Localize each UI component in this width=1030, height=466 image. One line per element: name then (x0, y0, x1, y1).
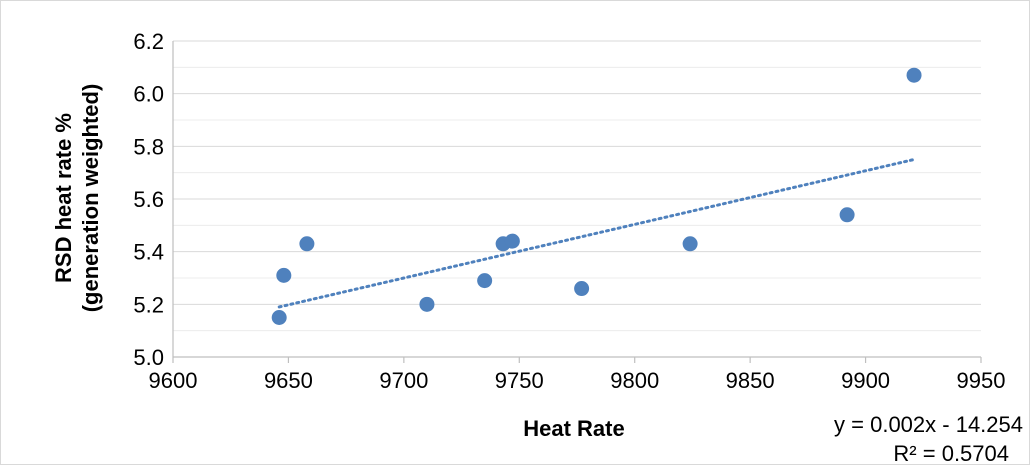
data-point (682, 236, 698, 252)
trendline-r-squared: R² = 0.5704 (893, 441, 1009, 466)
y-tick-label: 5.2 (133, 292, 164, 317)
x-tick-label: 9600 (149, 368, 198, 393)
trendline-layer (277, 158, 916, 309)
x-tick-label: 9650 (264, 368, 313, 393)
tick-labels: 9600 9650 9700 9750 9800 9850 9900 9950 5.0 5.2 5.… (133, 29, 1005, 393)
y-axis-title-line-1: RSD heat rate % (51, 113, 76, 283)
trendline (277, 158, 916, 309)
data-point (299, 236, 315, 252)
y-axis-title-line-2: (generation weighted) (78, 84, 103, 313)
data-points (271, 67, 922, 325)
y-tick-label: 5.6 (133, 187, 164, 212)
axes (172, 41, 982, 363)
x-tick-label: 9750 (495, 368, 544, 393)
data-point (477, 273, 493, 289)
data-point (906, 67, 922, 83)
y-tick-label: 6.0 (133, 82, 164, 107)
y-tick-label: 5.0 (133, 345, 164, 370)
data-point (574, 281, 590, 297)
data-point (271, 310, 287, 325)
gridlines (173, 40, 981, 332)
y-tick-label: 6.2 (133, 29, 164, 54)
y-tick-label: 5.4 (133, 240, 164, 265)
trendline-equation: y = 0.002x - 14.254 (834, 412, 1023, 437)
data-point (504, 233, 520, 249)
data-point (419, 296, 435, 312)
x-axis-title: Heat Rate (523, 416, 624, 441)
x-tick-label: 9700 (379, 368, 428, 393)
data-point (276, 267, 292, 283)
x-tick-label: 9900 (841, 368, 890, 393)
x-tick-label: 9950 (957, 368, 1006, 393)
x-tick-label: 9850 (726, 368, 775, 393)
data-point (839, 207, 855, 223)
y-tick-label: 5.8 (133, 134, 164, 159)
x-tick-label: 9800 (610, 368, 659, 393)
